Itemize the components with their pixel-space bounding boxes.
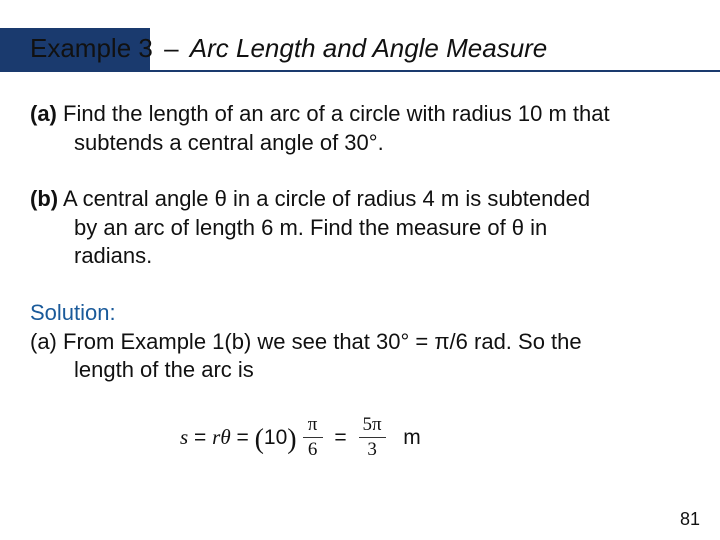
solution-heading: Solution: bbox=[30, 299, 690, 328]
eq-var-s: s bbox=[180, 424, 188, 451]
solution-line1: From Example 1(b) we see that 30° = π/6 … bbox=[63, 329, 582, 354]
title-subtitle: Arc Length and Angle Measure bbox=[190, 33, 548, 63]
eq-var-r: r bbox=[212, 424, 220, 451]
title-separator: – bbox=[160, 33, 182, 63]
solution-block: Solution: (a) From Example 1(b) we see t… bbox=[30, 299, 690, 385]
eq-equals-3: = bbox=[329, 424, 353, 451]
part-a-line2: subtends a central angle of 30°. bbox=[30, 129, 690, 158]
solution-line2: length of the arc is bbox=[30, 356, 690, 385]
paragraph-a: (a) Find the length of an arc of a circl… bbox=[30, 100, 690, 157]
paragraph-b: (b) A central angle θ in a circle of rad… bbox=[30, 185, 690, 271]
equation-row: s = r θ = ( 10 ) π 6 = 5π 3 m bbox=[30, 413, 690, 463]
example-number: Example 3 bbox=[30, 33, 153, 63]
eq-unit: m bbox=[403, 424, 421, 451]
title-text: Example 3 – Arc Length and Angle Measure bbox=[30, 33, 547, 64]
eq-lparen: ( bbox=[255, 422, 264, 458]
eq-frac1-den: 6 bbox=[304, 438, 322, 463]
eq-frac1-num: π bbox=[303, 413, 323, 439]
eq-equals-1: = bbox=[188, 424, 212, 451]
eq-equals-2: = bbox=[231, 424, 255, 451]
part-b-label: (b) bbox=[30, 186, 58, 211]
eq-ten: 10 bbox=[264, 424, 287, 451]
part-b-line3: radians. bbox=[30, 242, 690, 271]
part-b-line1: A central angle θ in a circle of radius … bbox=[63, 186, 590, 211]
part-a-label: (a) bbox=[30, 101, 57, 126]
eq-frac2-den: 3 bbox=[363, 438, 381, 463]
solution-part-label: (a) bbox=[30, 329, 57, 354]
eq-frac2-num: 5π bbox=[359, 413, 386, 439]
body-content: (a) Find the length of an arc of a circl… bbox=[30, 100, 690, 463]
eq-frac-5pi-3: 5π 3 bbox=[359, 413, 386, 463]
eq-rparen: ) bbox=[287, 422, 296, 458]
eq-space bbox=[392, 424, 404, 451]
part-a-line1: Find the length of an arc of a circle wi… bbox=[63, 101, 610, 126]
eq-var-theta: θ bbox=[220, 424, 230, 451]
page-number: 81 bbox=[680, 509, 700, 530]
part-b-line2: by an arc of length 6 m. Find the measur… bbox=[30, 214, 690, 243]
eq-frac-pi-6: π 6 bbox=[303, 413, 323, 463]
